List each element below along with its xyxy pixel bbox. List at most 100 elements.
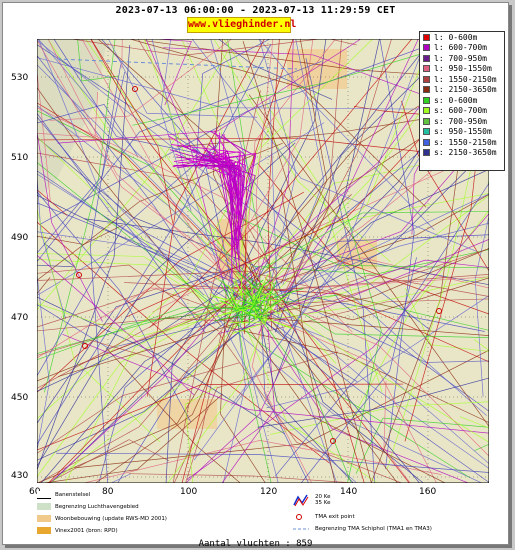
flight-track xyxy=(221,279,262,317)
flight-track xyxy=(37,137,253,266)
flight-track xyxy=(89,64,122,483)
flight-track xyxy=(379,39,415,469)
flight-track xyxy=(229,279,264,323)
flight-track xyxy=(251,293,281,316)
flight-track xyxy=(37,264,245,424)
flight-track xyxy=(37,122,325,296)
flight-track xyxy=(220,318,482,483)
flight-track xyxy=(37,296,286,435)
flight-track xyxy=(242,41,372,483)
legend-item: s: 700-950m xyxy=(420,116,504,127)
flight-track xyxy=(181,264,248,483)
flight-tracks xyxy=(37,39,489,483)
flight-track xyxy=(231,293,266,335)
site-badge[interactable]: www.vlieghinder.nl xyxy=(187,17,296,33)
zigzag-icon xyxy=(293,494,309,507)
flight-track xyxy=(253,296,284,319)
flight-track xyxy=(53,39,216,158)
flight-track xyxy=(73,39,320,56)
key-label: TMA exit point xyxy=(315,514,355,520)
flight-track xyxy=(37,49,230,311)
flight-track xyxy=(157,39,192,106)
flight-track xyxy=(250,284,489,443)
flight-track xyxy=(37,266,260,392)
flight-track xyxy=(219,39,314,273)
flight-track xyxy=(37,145,217,376)
flight-count: Aantal vluchten : 859 xyxy=(198,539,313,549)
flight-track xyxy=(282,39,325,285)
legend-label: s: 2150-3650m xyxy=(434,148,497,158)
flight-track xyxy=(57,39,361,144)
legend-swatch xyxy=(423,54,430,62)
flight-track xyxy=(62,334,489,434)
key-label: 20 Ke xyxy=(315,494,331,500)
flight-track xyxy=(47,39,260,306)
flight-track xyxy=(275,277,489,321)
flight-track xyxy=(221,327,275,483)
legend-swatch xyxy=(423,117,430,125)
x-tick-label: 120 xyxy=(260,487,278,497)
flight-track xyxy=(37,287,281,359)
flight-track xyxy=(37,309,240,483)
legend-label: l: 0-600m xyxy=(434,32,478,42)
flight-track xyxy=(195,39,271,170)
flight-track xyxy=(124,274,489,291)
y-tick-label: 450 xyxy=(11,393,29,403)
flight-track xyxy=(37,162,470,478)
flight-track xyxy=(37,274,50,451)
key-tma: Begrenzing TMA Schiphol (TMA1 en TMA3) xyxy=(293,525,432,533)
tma-line-icon xyxy=(293,528,309,530)
legend-label: s: 0-600m xyxy=(434,95,478,105)
flight-track xyxy=(44,393,223,483)
flight-track xyxy=(401,100,489,272)
flight-track xyxy=(90,39,174,224)
legend-swatch xyxy=(423,149,430,157)
flight-track xyxy=(215,153,236,190)
flight-track xyxy=(244,39,294,334)
key-label: Begrenzing Luchthavengebied xyxy=(55,503,139,510)
flight-track xyxy=(149,39,413,328)
map-key: Banenstelsel Begrenzing Luchthavengebied… xyxy=(37,487,489,537)
flight-track xyxy=(37,44,131,471)
x-tick-label: 160 xyxy=(419,487,437,497)
key-label: 35 Ke xyxy=(315,500,331,506)
flight-track xyxy=(65,281,269,483)
flight-track xyxy=(249,266,354,483)
flight-track xyxy=(257,292,281,302)
legend-swatch xyxy=(423,44,430,52)
flight-track xyxy=(84,440,442,483)
flight-track xyxy=(173,351,339,483)
flight-track xyxy=(74,349,489,469)
flight-track xyxy=(257,162,489,315)
legend-swatch xyxy=(423,128,430,136)
flight-track xyxy=(129,473,355,483)
flight-track xyxy=(224,259,489,469)
flight-track xyxy=(300,257,417,483)
map-frame: 2023-07-13 06:00:00 - 2023-07-13 11:29:5… xyxy=(2,2,509,549)
flight-track xyxy=(85,39,266,324)
flight-track xyxy=(259,211,489,271)
tma-exit-point xyxy=(436,308,442,314)
flight-track xyxy=(247,286,264,317)
exit-point-icon xyxy=(296,514,302,520)
flight-track xyxy=(251,308,469,483)
flight-track xyxy=(204,155,244,255)
flight-track xyxy=(280,39,392,300)
flight-track xyxy=(223,209,489,269)
flight-track xyxy=(77,39,119,82)
flight-track xyxy=(173,151,240,240)
flight-track xyxy=(108,39,258,118)
page-title: 2023-07-13 06:00:00 - 2023-07-13 11:29:5… xyxy=(115,5,396,16)
flight-track xyxy=(248,94,489,427)
flight-track xyxy=(37,102,241,273)
legend-item: s: 1550-2150m xyxy=(420,137,504,148)
flight-track xyxy=(37,61,322,262)
key-airport: Begrenzing Luchthavengebied xyxy=(37,503,139,510)
tma-exit-point xyxy=(76,272,82,278)
flight-track xyxy=(405,288,489,352)
flight-track xyxy=(37,321,240,483)
legend-label: s: 950-1550m xyxy=(434,127,492,137)
flight-track xyxy=(38,39,261,273)
flight-track xyxy=(196,276,357,483)
flight-track xyxy=(242,304,437,483)
